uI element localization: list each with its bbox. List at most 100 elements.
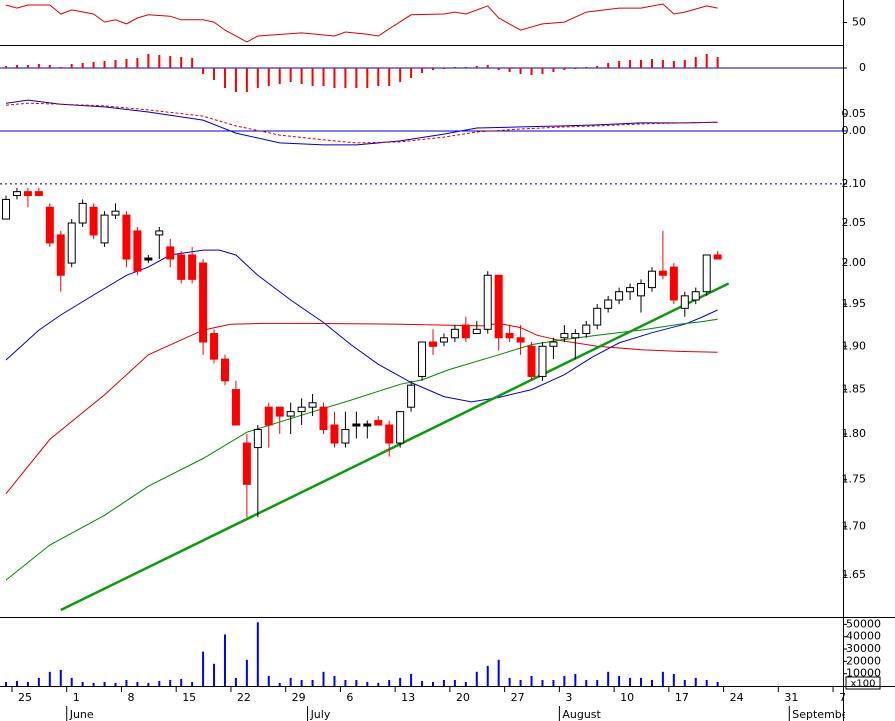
y-tick-label: 1.75: [842, 473, 867, 486]
x-tick-label: 24: [730, 691, 744, 704]
bar: [92, 682, 95, 686]
candle-body: [220, 358, 229, 382]
bar: [37, 677, 40, 686]
bar: [114, 60, 117, 68]
x-tick-label: 3: [565, 691, 572, 704]
bar: [81, 681, 84, 686]
candle-body: [23, 191, 32, 197]
y-tick-label: 0.05: [842, 107, 867, 120]
bar: [158, 55, 161, 68]
bar: [607, 63, 610, 68]
candle-body: [133, 230, 142, 272]
bar: [169, 56, 172, 68]
bar: [59, 669, 62, 686]
candle-body: [680, 295, 689, 309]
bar: [618, 61, 621, 68]
x-tick-label: 6: [346, 691, 353, 704]
bar: [705, 679, 708, 686]
bar: [191, 681, 194, 686]
bar: [344, 679, 347, 686]
x-tick-label: 10: [620, 691, 634, 704]
bar: [497, 68, 500, 70]
candle-body: [242, 442, 251, 485]
candle-body: [374, 420, 383, 426]
bar: [530, 68, 533, 75]
bar: [399, 677, 402, 686]
candle-body: [396, 411, 405, 444]
bar: [333, 68, 336, 88]
bar: [508, 68, 511, 72]
bar: [464, 67, 467, 68]
candle-body: [593, 307, 602, 326]
x-tick-label: 29: [292, 691, 306, 704]
bar: [92, 62, 95, 68]
bar: [103, 61, 106, 68]
bar: [234, 677, 237, 686]
bar: [421, 68, 424, 73]
candle-body: [505, 333, 514, 339]
bar: [311, 68, 314, 86]
x-tick-label: 15: [182, 691, 196, 704]
y-tick-label: 50000: [846, 617, 881, 630]
bar: [574, 673, 577, 686]
bar: [180, 678, 183, 686]
bar: [530, 675, 533, 686]
bar: [442, 68, 445, 69]
line-series: [60, 282, 730, 612]
bar: [410, 673, 413, 686]
candle-body: [78, 202, 87, 224]
bar: [256, 622, 259, 686]
y-tick-label: 10000: [846, 667, 881, 680]
bar: [169, 679, 172, 686]
candle-body: [549, 341, 558, 347]
bar: [694, 57, 697, 68]
candle-body: [407, 384, 416, 408]
bar: [125, 679, 128, 686]
bar: [15, 680, 18, 686]
candle-body: [560, 333, 569, 339]
candle-body: [626, 287, 635, 293]
candle-body: [494, 274, 503, 339]
candle-body: [615, 291, 624, 301]
candle-body: [264, 406, 273, 426]
bar: [377, 682, 380, 686]
y-tick-label: 0: [859, 61, 866, 74]
bar: [486, 65, 489, 68]
bar: [629, 677, 632, 686]
bar: [213, 663, 216, 686]
bar: [650, 679, 653, 686]
bar: [388, 679, 391, 686]
bar: [322, 671, 325, 686]
candle-body: [56, 234, 65, 276]
x-tick-label: 13: [401, 691, 415, 704]
bar: [5, 66, 8, 68]
candle-body: [571, 333, 580, 339]
bar: [223, 634, 226, 686]
bar: [508, 677, 511, 686]
bar: [136, 681, 139, 686]
bar: [267, 68, 270, 86]
bar: [213, 68, 216, 80]
x-tick-label: 31: [784, 691, 798, 704]
bar: [147, 54, 150, 68]
bar: [497, 659, 500, 686]
candle-body: [253, 429, 262, 449]
bar: [202, 651, 205, 686]
bar: [5, 681, 8, 686]
y-tick-label: 50: [852, 16, 866, 29]
x-tick-label: 20: [456, 691, 470, 704]
candle-body: [483, 274, 492, 330]
y-tick-label: 30000: [846, 642, 881, 655]
bar: [596, 66, 599, 68]
candle-body: [67, 222, 76, 264]
bar: [245, 659, 248, 686]
bar: [158, 680, 161, 686]
bar: [683, 60, 686, 68]
bar: [37, 64, 40, 68]
bar: [672, 61, 675, 68]
bar: [410, 68, 413, 78]
candle-body: [330, 424, 339, 444]
candle-body: [122, 214, 131, 260]
candle-body: [516, 337, 525, 343]
